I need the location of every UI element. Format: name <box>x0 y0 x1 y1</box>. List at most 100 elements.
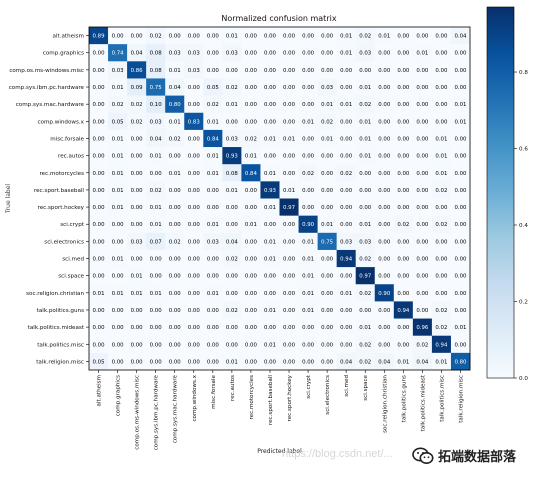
heatmap-cell <box>241 284 261 302</box>
heatmap-cell <box>127 112 147 131</box>
cell-value-label: 0.02 <box>226 257 238 263</box>
cell-value-label: 0.00 <box>93 205 106 211</box>
cell-value-label: 0.00 <box>397 51 410 57</box>
cell-value-label: 0.00 <box>93 85 106 91</box>
heatmap-cell <box>127 198 147 217</box>
cell-value-label: 0.00 <box>435 119 448 125</box>
heatmap-cell <box>374 301 395 319</box>
cell-value-label: 0.00 <box>93 342 106 348</box>
heatmap-cell <box>108 27 128 45</box>
heatmap-cell <box>108 95 128 114</box>
heatmap-cell <box>279 284 299 302</box>
heatmap-cell <box>260 61 280 79</box>
cell-value-label: 0.00 <box>397 342 410 348</box>
cell-value-label: 0.00 <box>207 188 220 194</box>
heatmap-cell <box>336 27 357 45</box>
heatmap-cell <box>431 61 452 79</box>
cell-value-label: 0.01 <box>207 222 219 228</box>
heatmap-cell <box>336 352 357 371</box>
heatmap-cell <box>241 215 261 234</box>
cell-value-label: 0.02 <box>226 308 238 314</box>
heatmap-cell <box>89 61 109 79</box>
cell-value-label: 0.00 <box>454 274 467 280</box>
heatmap-cell <box>412 198 433 217</box>
cell-value-label: 0.00 <box>340 325 353 331</box>
heatmap-cell <box>393 147 414 165</box>
cell-value-label: 0.00 <box>169 257 182 263</box>
heatmap-cell <box>355 147 376 165</box>
cell-value-label: 0.00 <box>112 325 125 331</box>
x-tick-label: misc.forsale <box>211 374 217 408</box>
cell-value-label: 0.00 <box>454 85 467 91</box>
heatmap-cell <box>374 27 395 45</box>
heatmap-cell <box>393 284 414 302</box>
cell-value-label: 0.00 <box>454 257 467 263</box>
heatmap-cell <box>165 318 185 337</box>
heatmap-cell <box>184 181 204 199</box>
heatmap-cell <box>241 27 261 45</box>
heatmap-cell <box>431 249 452 268</box>
heatmap-cell <box>336 301 357 319</box>
y-tick-label: talk.politics.mideast <box>28 325 85 331</box>
heatmap-cell <box>165 335 185 354</box>
cell-value-label: 0.00 <box>340 85 353 91</box>
heatmap-cell <box>355 181 376 199</box>
cell-value-label: 0.00 <box>131 154 144 160</box>
heatmap-cell <box>317 215 338 234</box>
heatmap-cell <box>374 267 395 285</box>
heatmap-cell <box>450 181 471 199</box>
cell-value-label: 0.00 <box>131 171 144 177</box>
heatmap-cell <box>317 249 338 268</box>
cell-value-label: 0.02 <box>359 34 371 40</box>
heatmap-cell <box>393 61 414 79</box>
cell-value-label: 0.00 <box>131 188 144 194</box>
heatmap-cell <box>374 215 395 234</box>
heatmap-cell <box>184 78 204 96</box>
heatmap-cell <box>450 249 471 268</box>
heatmap-cell <box>355 301 376 319</box>
heatmap-cell <box>317 232 338 251</box>
heatmap-cell <box>279 61 299 79</box>
heatmap-cell <box>355 198 376 217</box>
cell-value-label: 0.02 <box>359 291 371 297</box>
cell-value-label: 0.00 <box>283 239 296 245</box>
heatmap-cell <box>241 198 261 217</box>
cell-value-label: 0.00 <box>397 274 410 280</box>
heatmap-cell <box>89 215 109 234</box>
heatmap-cell <box>260 267 280 285</box>
heatmap-cell <box>89 284 109 302</box>
cell-value-label: 0.01 <box>93 291 105 297</box>
heatmap-cell <box>393 352 414 371</box>
colorbar-tick-label: 0.0 <box>519 376 528 382</box>
cell-value-label: 0.02 <box>150 188 162 194</box>
cell-value-label: 0.01 <box>112 291 124 297</box>
cell-value-label: 0.00 <box>150 342 163 348</box>
cell-value-label: 0.00 <box>245 325 258 331</box>
heatmap-cell <box>203 181 223 199</box>
heatmap-cell <box>412 181 433 199</box>
heatmap-cell <box>165 164 185 182</box>
cell-value-label: 0.02 <box>359 257 371 263</box>
cell-value-label: 0.00 <box>340 205 353 211</box>
cell-value-label: 0.00 <box>378 171 391 177</box>
cell-value-label: 0.00 <box>416 291 429 297</box>
cell-value-label: 0.02 <box>359 342 371 348</box>
heatmap-cell <box>260 249 280 268</box>
heatmap-cell <box>127 249 147 268</box>
cell-value-label: 0.01 <box>340 291 352 297</box>
heatmap-cell <box>374 112 395 131</box>
cell-value-label: 0.01 <box>397 359 409 365</box>
heatmap-cell <box>412 147 433 165</box>
heatmap-cell <box>336 318 357 337</box>
y-tick-label: comp.os.ms-windows.misc <box>9 68 84 74</box>
heatmap-cell <box>450 78 471 96</box>
heatmap-cell <box>298 318 318 337</box>
cell-value-label: 0.00 <box>283 274 296 280</box>
heatmap-cell <box>298 129 318 148</box>
heatmap-cell <box>374 164 395 182</box>
cell-value-label: 0.00 <box>169 222 182 228</box>
cell-value-label: 0.97 <box>359 274 371 280</box>
cell-value-label: 0.00 <box>226 342 239 348</box>
heatmap-cell <box>108 215 128 234</box>
cell-value-label: 0.00 <box>416 68 429 74</box>
